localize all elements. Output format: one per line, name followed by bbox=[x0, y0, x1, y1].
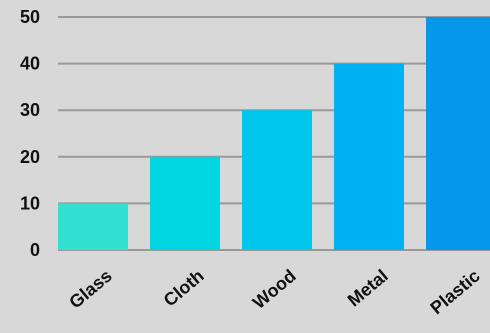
bar-cloth bbox=[150, 156, 220, 250]
x-tick-label-metal: Metal bbox=[344, 266, 392, 311]
x-axis-labels: Glass Cloth Wood Metal Plastic bbox=[65, 266, 483, 319]
bar-wood bbox=[242, 110, 312, 250]
bar-plastic bbox=[426, 17, 490, 250]
x-tick-label-wood: Wood bbox=[249, 266, 300, 313]
y-tick-label-40: 40 bbox=[20, 54, 40, 74]
y-axis-ticks: 0 10 20 30 40 50 bbox=[20, 7, 40, 260]
x-tick-label-glass: Glass bbox=[65, 266, 115, 313]
x-tick-label-cloth: Cloth bbox=[160, 266, 208, 311]
bars bbox=[58, 17, 490, 250]
bar-glass bbox=[58, 203, 128, 250]
x-tick-label-plastic: Plastic bbox=[426, 266, 483, 319]
y-tick-label-50: 50 bbox=[20, 7, 40, 27]
y-tick-label-30: 30 bbox=[20, 100, 40, 120]
y-tick-label-0: 0 bbox=[30, 240, 40, 260]
bar-metal bbox=[334, 63, 404, 250]
y-tick-label-10: 10 bbox=[20, 193, 40, 213]
y-tick-label-20: 20 bbox=[20, 147, 40, 167]
